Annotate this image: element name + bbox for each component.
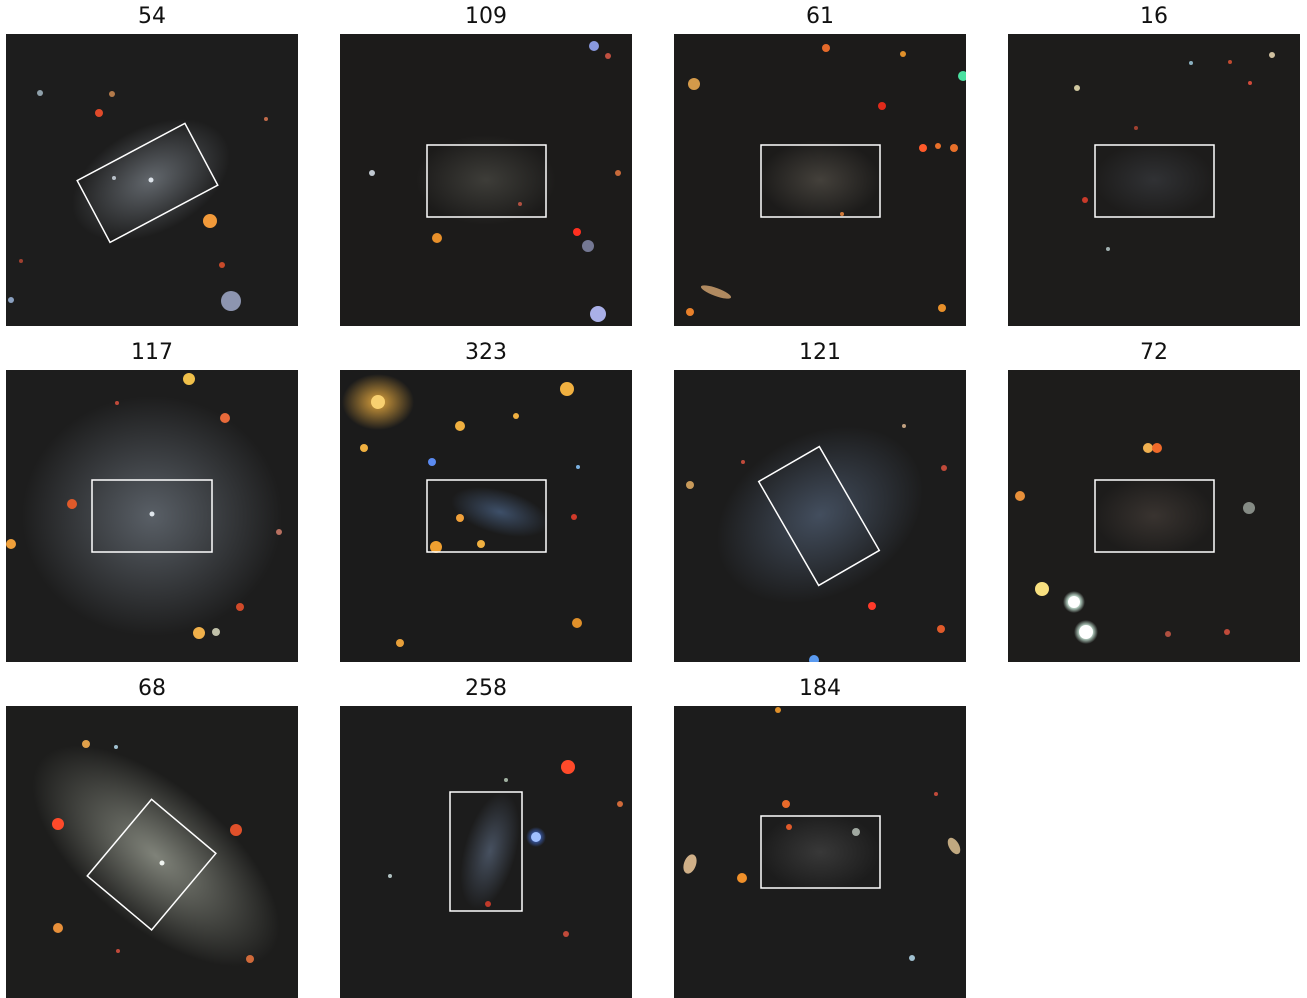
- panel-title: 61: [806, 4, 834, 29]
- panel-title: 54: [138, 4, 166, 29]
- panel-title: 109: [465, 4, 507, 29]
- galaxy-image: [674, 706, 966, 998]
- selection-box: [760, 815, 881, 889]
- galaxy-image: [674, 34, 966, 326]
- selection-box: [449, 791, 523, 912]
- selection-box: [757, 445, 881, 587]
- galaxy-image: [6, 370, 298, 662]
- selection-box: [426, 479, 547, 553]
- panel-title: 323: [465, 340, 507, 365]
- galaxy-image: [340, 706, 632, 998]
- galaxy-image: [6, 706, 298, 998]
- galaxy-image: [6, 34, 298, 326]
- selection-box: [76, 122, 219, 244]
- panel-title: 121: [799, 340, 841, 365]
- selection-box: [91, 479, 213, 553]
- selection-box: [1094, 479, 1215, 553]
- selection-box: [760, 144, 881, 218]
- panel-title: 16: [1140, 4, 1168, 29]
- panel-title: 258: [465, 676, 507, 701]
- galaxy-image: [340, 34, 632, 326]
- panel-title: 68: [138, 676, 166, 701]
- selection-box: [426, 144, 547, 218]
- panel-title: 184: [799, 676, 841, 701]
- selection-box: [86, 798, 217, 932]
- panel-title: 117: [131, 340, 173, 365]
- galaxy-image: [674, 370, 966, 662]
- selection-box: [1094, 144, 1215, 218]
- galaxy-image: [1008, 34, 1300, 326]
- galaxy-image: [1008, 370, 1300, 662]
- panel-title: 72: [1140, 340, 1168, 365]
- galaxy-image: [340, 370, 632, 662]
